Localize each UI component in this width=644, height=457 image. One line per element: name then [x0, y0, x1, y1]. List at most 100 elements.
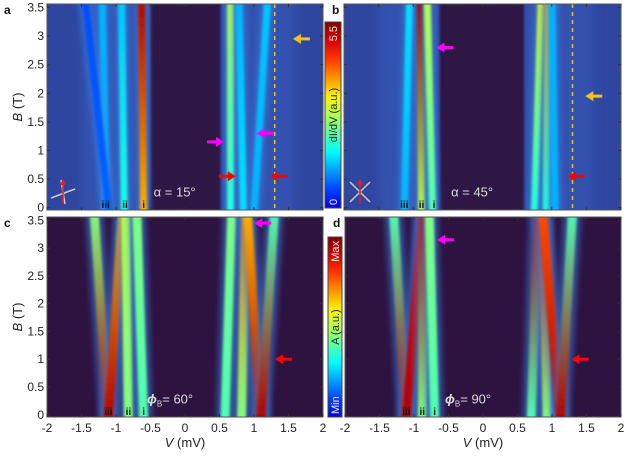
arrow-head	[216, 136, 225, 147]
angle-label: ϕB= 90°	[445, 392, 491, 409]
colorbar-bottom: Max Min A (a.u.)	[327, 236, 343, 418]
arrow-left	[567, 171, 585, 182]
arrow-right	[207, 136, 225, 147]
y-label-var: B	[10, 112, 25, 121]
branch-label: i	[433, 407, 436, 418]
x-tick-label: 1	[251, 421, 258, 435]
branch-label: ii	[419, 407, 425, 418]
y-tick-label: 2	[37, 86, 44, 100]
branch-6	[250, 4, 271, 210]
branch-label: iii	[101, 200, 110, 211]
heatmap-a: α = 15°iii ii i	[47, 4, 323, 211]
panel-letter: b	[332, 3, 339, 17]
colorbar-min: Min	[330, 396, 342, 414]
branch-7	[555, 217, 577, 417]
y-tick-label: 0.5	[27, 380, 44, 394]
y-tick-label: 1	[37, 352, 44, 366]
y-tick-label: 3	[37, 241, 44, 255]
heatmap-c: ϕB= 60°iii ii i	[47, 217, 323, 418]
x-tick-label: -1	[111, 421, 122, 435]
x-label-var: V	[165, 435, 175, 450]
y-axis-label: B (T)	[10, 93, 25, 122]
x-tick-label: 0	[480, 421, 487, 435]
y-tick-label: 0	[37, 201, 44, 215]
branch-5	[548, 4, 559, 210]
arrow-head	[254, 218, 263, 229]
field-direction-icon	[50, 179, 76, 205]
branch-label: iii	[400, 200, 409, 211]
x-tick-label: 1.5	[578, 421, 595, 435]
y-tick-label: 1.5	[27, 324, 44, 338]
y-tick-label: 2	[37, 297, 44, 311]
heatmap-b: α = 45°iii ii i	[344, 4, 621, 211]
superconducting-gap-region	[439, 4, 525, 210]
y-tick-label: 3.5	[27, 213, 44, 227]
panel-letter: c	[4, 216, 11, 230]
arrow-left	[571, 354, 589, 365]
arrow-head	[585, 91, 594, 102]
x-tick-label: -0.5	[140, 421, 161, 435]
branch-5	[235, 4, 248, 210]
branch-3	[424, 217, 440, 417]
arrow-left	[254, 218, 272, 229]
icon-arrowhead	[357, 179, 363, 185]
colorbar	[324, 21, 342, 209]
branch-label: i	[433, 200, 436, 211]
y-tick-label: 3.5	[27, 0, 44, 14]
branch-2	[423, 4, 437, 210]
arrow-left	[436, 42, 454, 53]
heatmap-d: ϕB= 90°iii ii i	[345, 217, 621, 418]
y-label-unit: (T)	[10, 93, 25, 113]
arrow-head	[436, 42, 445, 53]
branch-label: iii	[104, 407, 113, 418]
panel-letter: a	[4, 3, 11, 17]
y-tick-label: 1	[37, 143, 44, 157]
y-tick-label: 3	[37, 29, 44, 43]
y-label-unit: (T)	[10, 303, 25, 323]
arrow-head	[270, 171, 279, 182]
branch-label: iii	[402, 407, 411, 418]
x-tick-label: -1.5	[369, 421, 390, 435]
branch-label: i	[142, 407, 145, 418]
arrow-head	[571, 354, 580, 365]
arrow-left	[585, 91, 603, 102]
x-tick-label: 0	[182, 421, 189, 435]
x-label-unit: (mV)	[471, 435, 503, 450]
y-label-var: B	[10, 322, 25, 331]
arrow-head	[256, 128, 265, 139]
x-tick-label: 1.5	[280, 421, 297, 435]
x-tick-label: -1.5	[71, 421, 92, 435]
colorbar-max: Max	[330, 241, 342, 262]
arrow-left	[256, 128, 274, 139]
arrow-right	[218, 171, 236, 182]
arrow-head	[227, 171, 236, 182]
branch-3	[138, 4, 148, 210]
branch-7	[256, 217, 279, 417]
colorbar-max: 5.5	[328, 26, 340, 41]
arrow-left	[274, 354, 292, 365]
panel-b: α = 45°iii ii ib	[332, 3, 622, 211]
x-tick-label: 1	[549, 421, 556, 435]
x-tick-label: 0.5	[211, 421, 228, 435]
angle-label: ϕB= 60°	[147, 392, 193, 409]
x-label-var: V	[463, 435, 473, 450]
icon-arrowhead	[60, 179, 66, 185]
angle-value: = 90°	[460, 392, 491, 407]
arrow-left	[270, 171, 288, 182]
phi-symbol: ϕ	[147, 392, 157, 407]
x-axis-label: V (mV)	[165, 435, 205, 450]
branch-4	[227, 4, 235, 210]
superconducting-gap-region	[150, 4, 221, 210]
arrow-head	[274, 354, 283, 365]
field-direction-icon	[349, 179, 371, 204]
panel-c: ϕB= 60°iii ii i-2 -1.5 -1 -0.5 0 0.5 1 1.5 200.511…	[4, 213, 327, 450]
colorbar	[327, 236, 343, 418]
arrow-head	[292, 33, 301, 44]
colorbar-label: A (a.u.)	[330, 309, 342, 344]
phi-subscript: B	[157, 400, 162, 409]
branch-2	[118, 4, 128, 210]
branch-0	[400, 4, 414, 210]
y-tick-label: 2.5	[27, 58, 44, 72]
branch-4	[220, 217, 237, 417]
branch-label: i	[142, 200, 145, 211]
